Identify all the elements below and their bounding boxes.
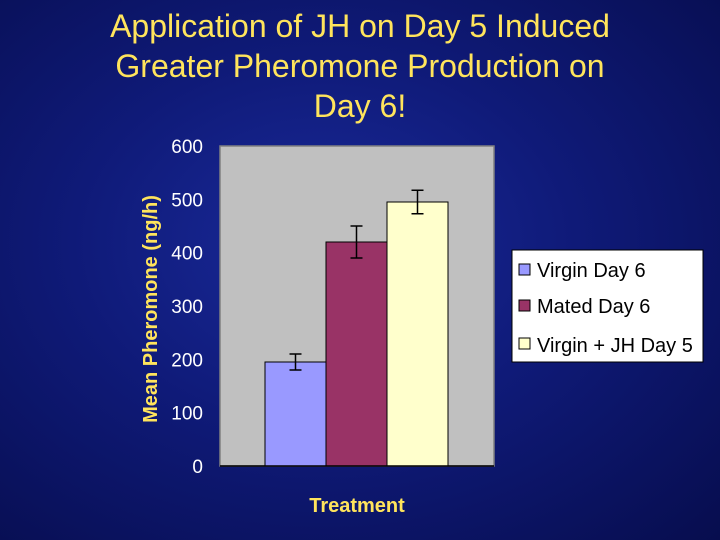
y-tick-label: 400	[171, 244, 203, 265]
x-axis-title: Treatment	[309, 495, 405, 517]
legend-label-2: Mated Day 6	[537, 296, 650, 318]
legend-label-1: Virgin Day 6	[537, 260, 646, 282]
error-bar-1	[289, 353, 302, 371]
title-line-2: Greater Pheromone Production on	[115, 48, 605, 84]
y-tick-labels: 0 100 200 300 400 500 600	[171, 137, 203, 478]
title-line-1: Application of JH on Day 5 Induced	[110, 8, 610, 44]
slide-title: Application of JH on Day 5 Induced Great…	[40, 6, 680, 126]
y-tick-label: 300	[171, 297, 203, 318]
error-bars-group	[289, 189, 424, 371]
legend-label-3: Virgin + JH Day 5	[537, 335, 693, 357]
legend-box	[511, 249, 704, 363]
error-bar-3	[411, 189, 424, 215]
bar-3	[386, 201, 449, 467]
y-tick-label: 0	[192, 457, 203, 478]
error-bar-2	[350, 225, 363, 259]
y-axis-title: Mean Pheromone (ng/h)	[140, 195, 162, 423]
y-tick-label: 600	[171, 137, 203, 158]
bar-2	[325, 241, 388, 467]
legend-swatch-2	[518, 299, 531, 312]
y-tick-label: 100	[171, 404, 203, 425]
bars-group	[264, 201, 449, 467]
y-tick-label: 200	[171, 350, 203, 371]
bar-1	[264, 361, 327, 467]
legend: Virgin Day 6 Mated Day 6 Virgin + JH Day…	[511, 249, 704, 363]
y-tick-label: 500	[171, 190, 203, 211]
legend-swatch-3	[518, 337, 531, 350]
title-line-3: Day 6!	[313, 88, 407, 124]
legend-swatch-1	[518, 263, 531, 276]
